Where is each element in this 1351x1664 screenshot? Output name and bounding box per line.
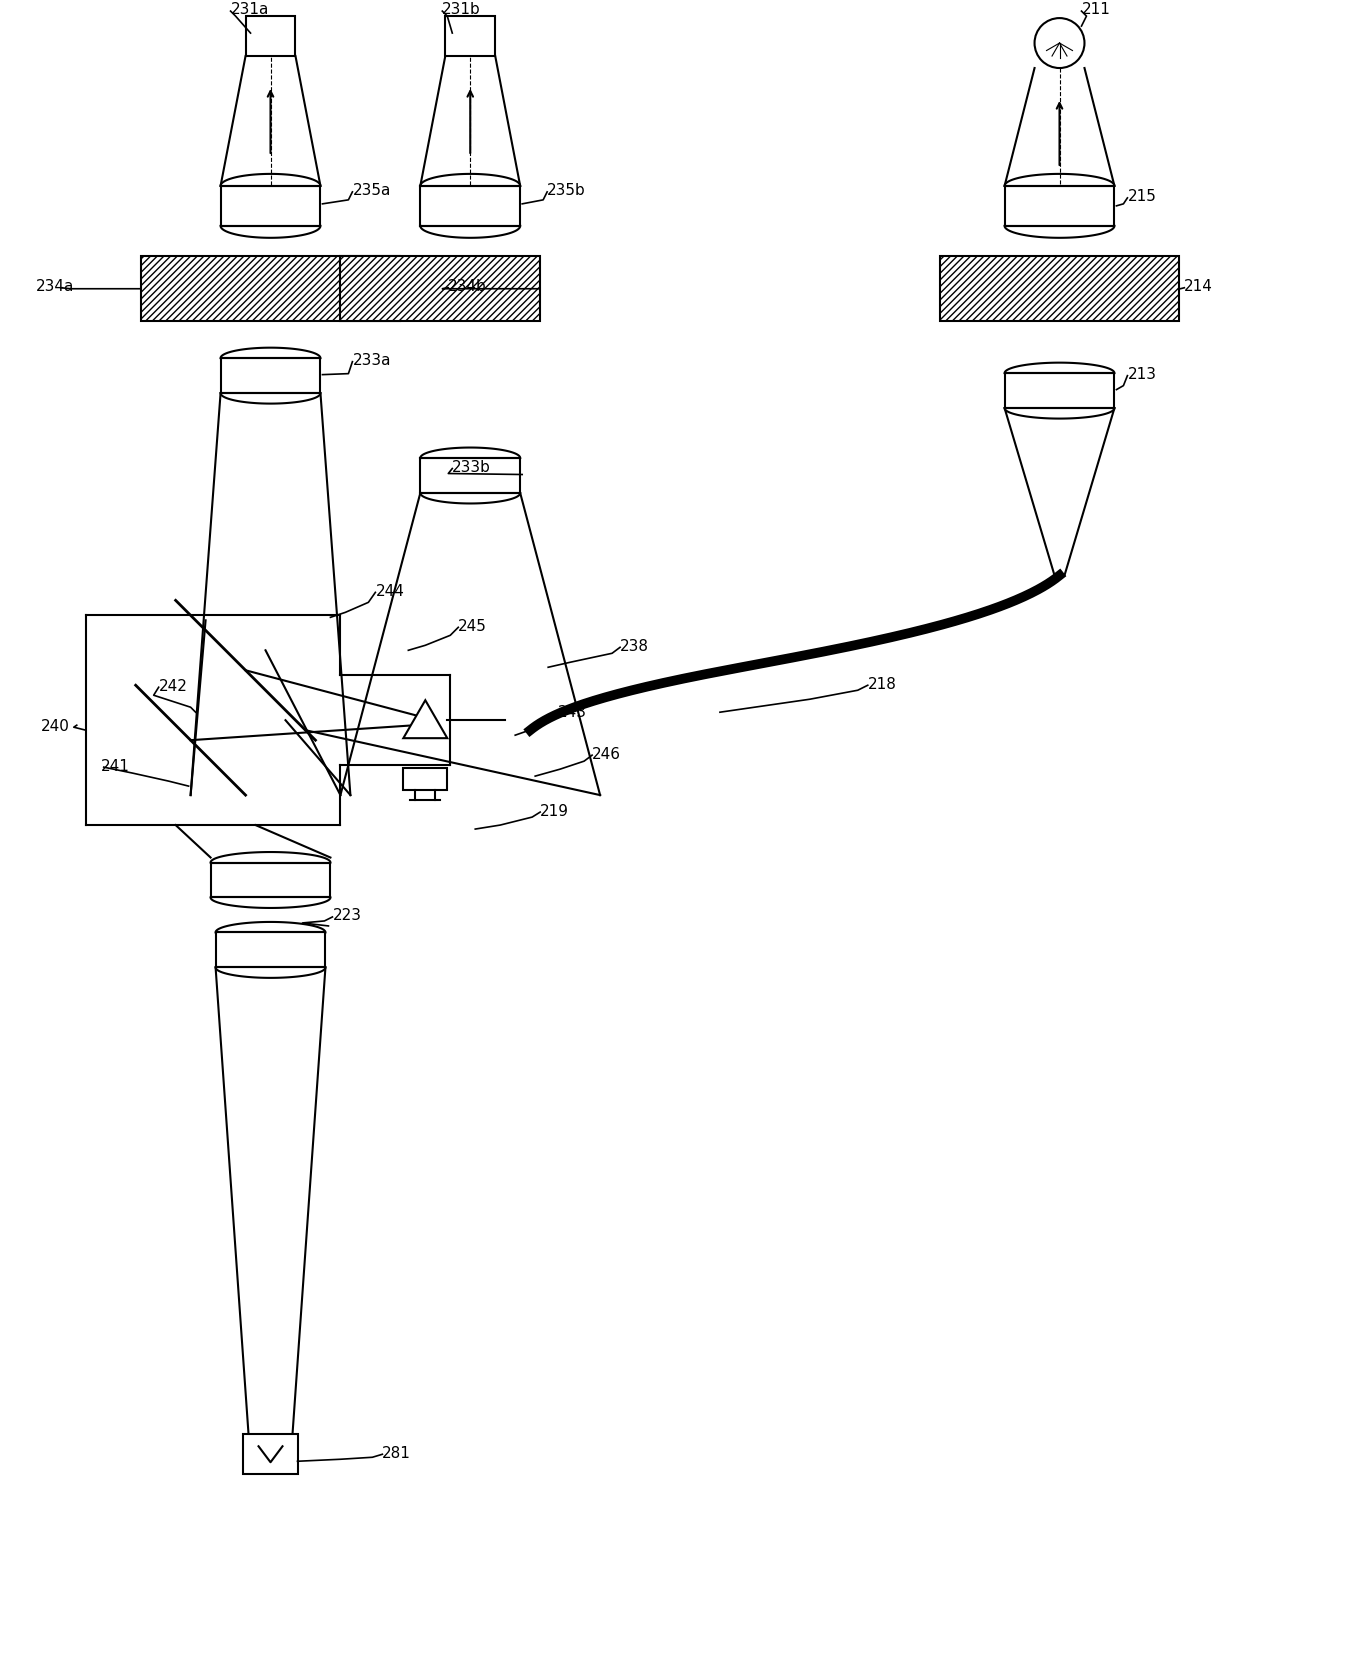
Text: 235a: 235a <box>353 183 390 198</box>
Bar <box>1005 186 1115 226</box>
Text: 242: 242 <box>158 679 188 694</box>
Polygon shape <box>404 701 447 739</box>
Text: 235b: 235b <box>547 183 586 198</box>
Bar <box>246 17 296 57</box>
Text: 243: 243 <box>558 704 588 719</box>
Text: 219: 219 <box>540 804 569 819</box>
Text: 215: 215 <box>1128 190 1156 205</box>
Text: 214: 214 <box>1185 280 1213 295</box>
Text: 245: 245 <box>458 619 488 634</box>
Bar <box>1005 374 1115 409</box>
Text: 213: 213 <box>1128 368 1156 383</box>
Text: 233b: 233b <box>453 459 492 474</box>
Bar <box>340 256 540 321</box>
Bar <box>211 864 331 899</box>
Text: 234b: 234b <box>449 280 488 295</box>
Bar <box>220 359 320 394</box>
Bar <box>940 256 1179 321</box>
Text: 218: 218 <box>867 676 897 691</box>
Text: 223: 223 <box>332 909 362 924</box>
Text: 211: 211 <box>1082 2 1111 17</box>
Bar <box>141 256 400 321</box>
Circle shape <box>1035 18 1085 68</box>
Text: 231a: 231a <box>231 2 269 17</box>
Text: 233a: 233a <box>353 353 390 368</box>
Bar <box>404 769 447 790</box>
Text: 281: 281 <box>382 1444 411 1459</box>
Text: 246: 246 <box>592 745 621 760</box>
Text: 238: 238 <box>620 639 648 654</box>
Text: 244: 244 <box>376 584 404 599</box>
Text: 231b: 231b <box>442 2 481 17</box>
Bar <box>420 459 520 494</box>
Bar <box>220 186 320 226</box>
Bar <box>420 186 520 226</box>
Text: 241: 241 <box>101 759 130 774</box>
Text: 240: 240 <box>41 719 70 734</box>
Bar <box>216 934 326 968</box>
Bar <box>243 1434 299 1474</box>
Text: 234a: 234a <box>36 280 74 295</box>
Bar <box>446 17 496 57</box>
